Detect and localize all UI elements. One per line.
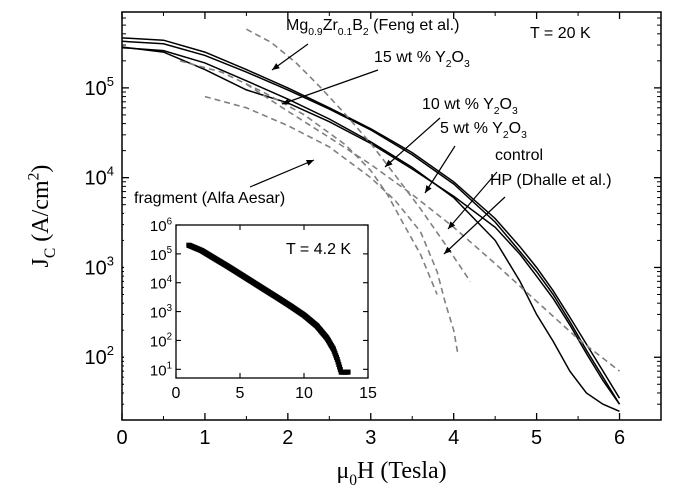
inset-background	[124, 213, 386, 410]
inset-x-tick-label: 15	[359, 385, 377, 402]
inset-data-point	[337, 364, 343, 370]
annotation-arrowhead-1	[282, 98, 290, 105]
annotation-arrowhead-2	[385, 159, 393, 167]
inset-plot: 0 5 10 15 101 102 103 104 105 106 T = 4.2 K	[124, 213, 386, 410]
inset-data-point	[335, 359, 341, 365]
inset-y-tick-label: 102	[150, 332, 172, 351]
inset-y-tick-label: 106	[150, 216, 172, 235]
series-extra-dashed	[179, 60, 438, 295]
series-10-wt-y2o3	[121, 46, 621, 405]
x-tick-label: 0	[116, 427, 127, 449]
annotation-4: control	[495, 147, 543, 164]
inset-data-point	[334, 356, 340, 362]
inset-y-tick-label: 103	[150, 303, 172, 322]
x-tick-label: 1	[199, 427, 210, 449]
annotation-3: 5 wt % Y2O3	[440, 120, 527, 141]
series-hp-dhalle-et-al	[245, 83, 620, 372]
annotation-arrow-4	[447, 171, 498, 230]
annotation-5: HP (Dhalle et al.)	[490, 172, 612, 189]
annotation-1: 15 wt % Y2O3	[374, 49, 470, 70]
inset-x-tick-label: 0	[172, 385, 181, 402]
temperature-label: T = 20 K	[530, 25, 591, 42]
y-tick-label: 102	[85, 343, 114, 369]
x-tick-label: 3	[365, 427, 376, 449]
x-tick-label: 4	[448, 427, 459, 449]
x-axis-title: μ0H (Tesla)	[336, 458, 446, 489]
annotation-6: fragment (Alfa Aesar)	[134, 190, 285, 207]
annotation-arrow-5	[443, 196, 506, 255]
inset-y-tick-label: 105	[150, 245, 173, 264]
y-tick-label: 103	[85, 253, 114, 279]
series-control	[121, 46, 620, 412]
annotation-0: Mg0.9Zr0.1B2 (Feng et al.)	[286, 17, 459, 38]
inset-y-tick-label: 104	[150, 274, 173, 293]
series-5-wt-y2o3	[121, 40, 621, 405]
inset-y-tick-label: 101	[150, 361, 172, 380]
inset-temperature-label: T = 4.2 K	[286, 241, 351, 258]
annotation-arrowhead-3	[425, 185, 432, 193]
inset-data-point	[337, 367, 343, 373]
y-tick-label: 104	[85, 164, 114, 190]
inset-data-point	[345, 369, 351, 375]
inset-x-tick-label: 10	[295, 385, 313, 402]
plot-frame	[121, 11, 662, 421]
y-tick-label: 105	[85, 74, 114, 100]
y-axis-title: JC (A/cm2)	[25, 165, 59, 268]
annotation-arrow-3	[424, 145, 456, 194]
inset-x-tick-label: 5	[236, 385, 245, 402]
annotation-arrowhead-0	[272, 63, 280, 70]
inset-data-point	[336, 362, 342, 368]
annotation-2: 10 wt % Y2O3	[422, 96, 518, 117]
inset-frame	[175, 224, 369, 379]
annotation-arrowhead-6	[306, 159, 314, 166]
series-fragment-alfa-aesar	[204, 95, 459, 354]
x-tick-label: 6	[614, 427, 625, 449]
series-15-wt-y2o3	[121, 37, 621, 399]
annotation-arrow-0	[271, 43, 309, 71]
x-tick-label: 2	[282, 427, 293, 449]
annotation-arrowhead-5	[444, 246, 452, 254]
x-tick-label: 5	[531, 427, 542, 449]
annotation-arrow-1	[281, 69, 379, 105]
annotation-arrowhead-4	[448, 221, 456, 229]
annotation-arrow-2	[384, 117, 441, 168]
series-mg0-9zr0-1b2-feng-et-al	[246, 28, 471, 282]
annotation-arrow-6	[249, 159, 315, 188]
